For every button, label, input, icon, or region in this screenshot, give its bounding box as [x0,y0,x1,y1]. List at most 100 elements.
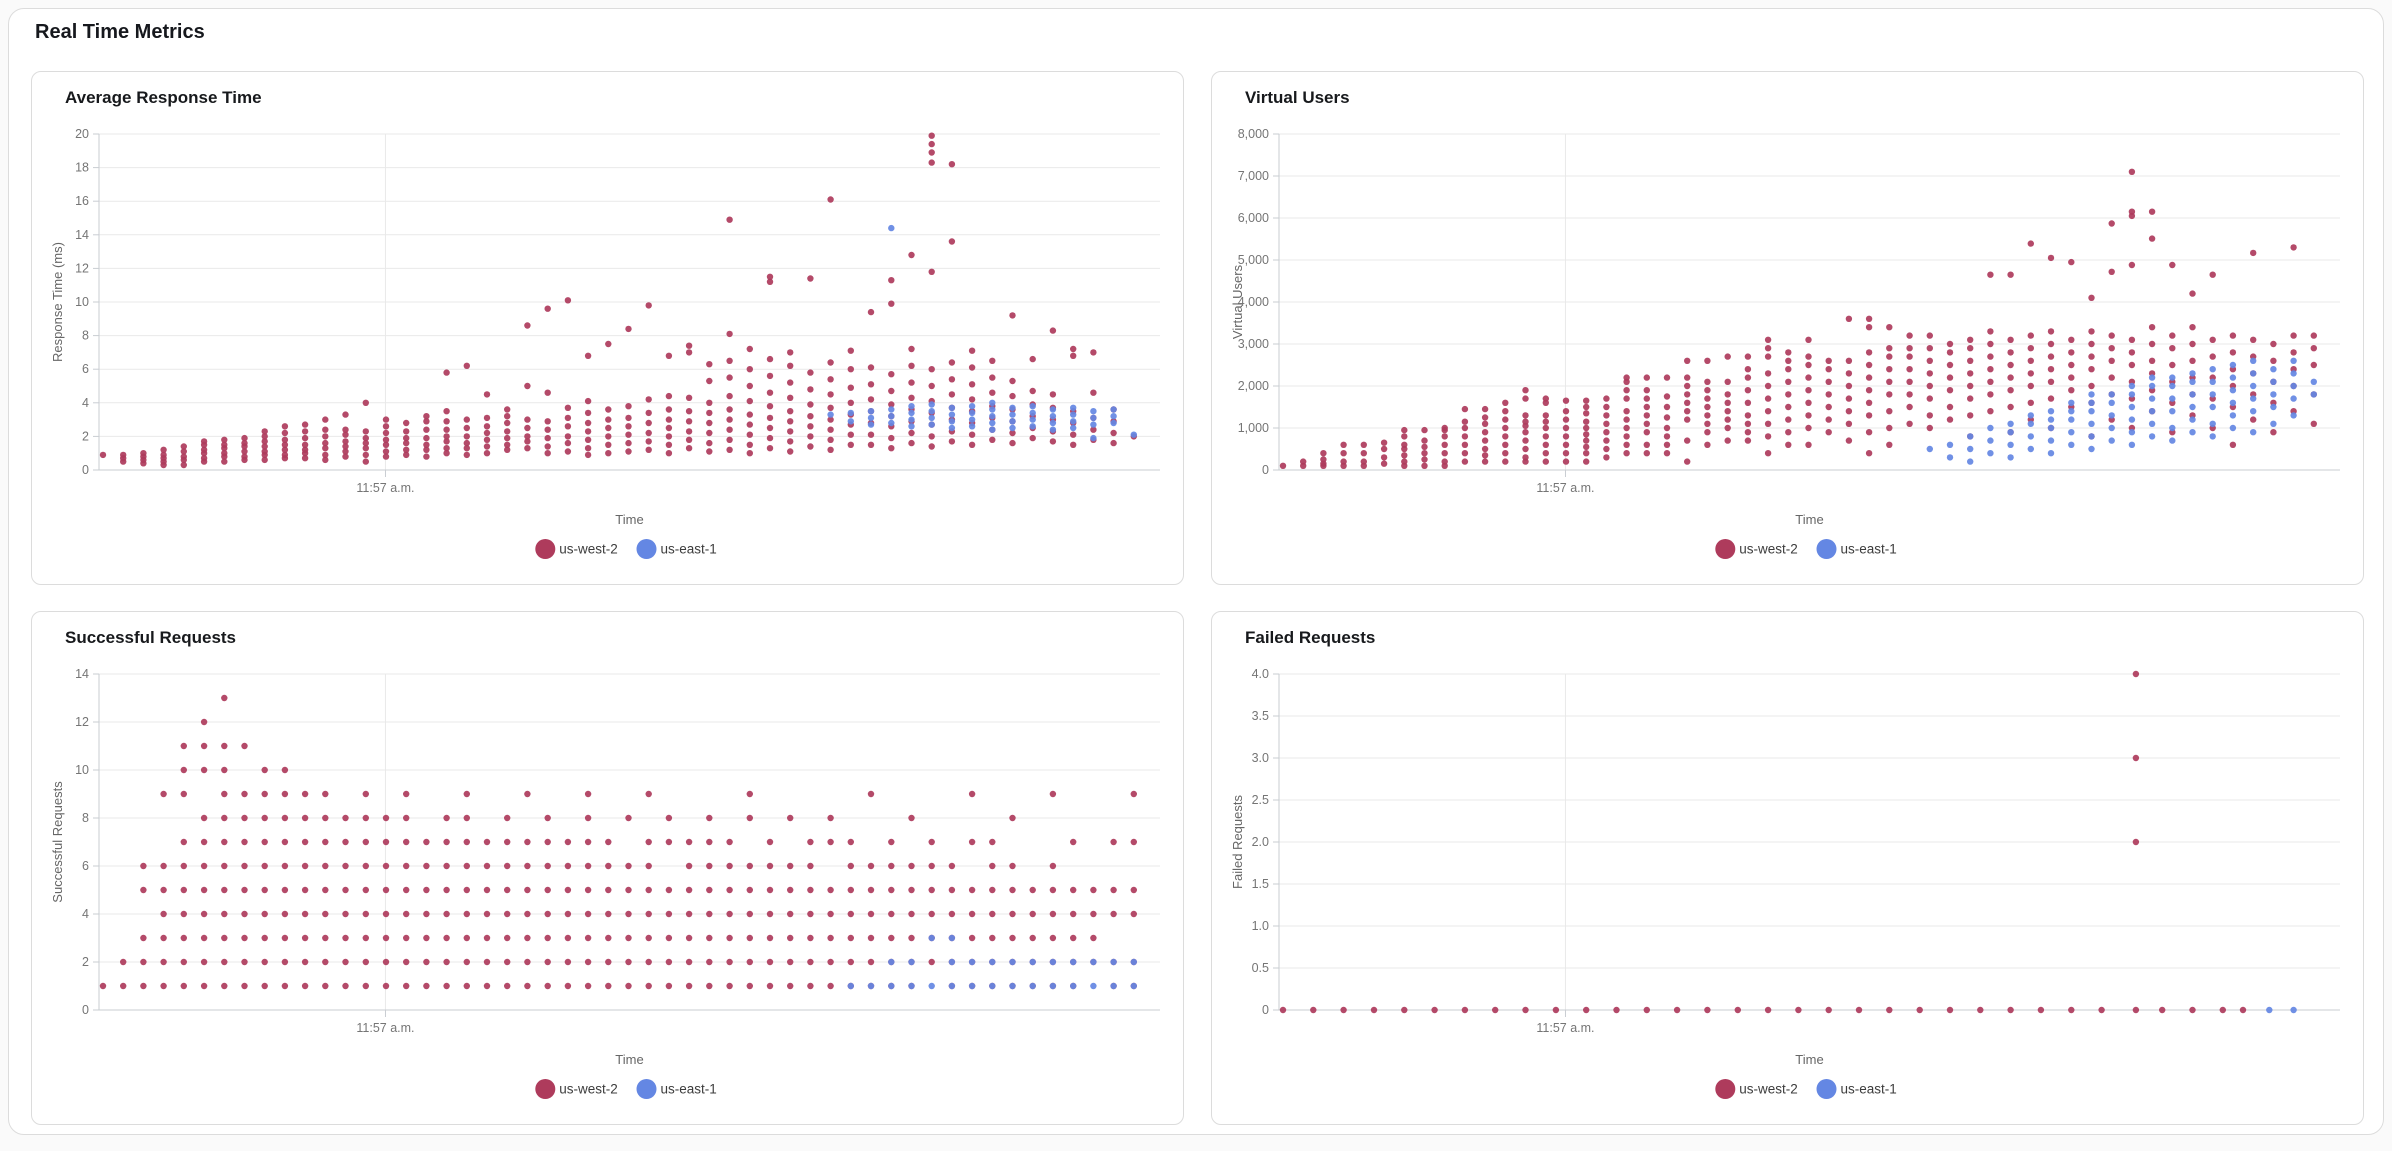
legend-item-us-east-1[interactable]: us-east-1 [1816,539,1897,559]
data-point [120,982,127,990]
data-point [706,814,713,822]
data-point [766,982,774,990]
data-point [281,958,289,966]
y-axis-tick-label: 0.5 [1252,961,1269,975]
legend-item-us-west-2[interactable]: us-west-2 [1715,1079,1798,1099]
data-point [180,766,187,774]
data-point [463,934,470,942]
data-point [160,790,167,798]
legend-item-us-east-1[interactable]: us-east-1 [636,1079,717,1099]
data-point [362,439,369,447]
data-point [968,441,976,448]
data-point [968,416,976,423]
data-point [1401,426,1408,434]
y-axis-tick-label: 12 [75,261,89,275]
data-point [908,416,915,423]
data-point [928,838,935,846]
data-point [908,403,915,410]
data-point [2310,361,2317,369]
data-point [706,958,713,966]
data-point [706,448,713,455]
data-point [362,886,369,894]
data-point [584,451,592,459]
data-point [483,886,491,894]
data-point [807,886,814,894]
data-point [382,436,390,443]
legend-label: us-east-1 [1841,542,1897,557]
data-point [625,910,632,918]
data-point [948,411,956,418]
data-point [1502,433,1509,440]
data-point [1623,441,1630,448]
data-point [544,910,551,918]
data-point [2270,357,2277,364]
legend-swatch-icon [636,1079,657,1099]
data-point [1130,790,1138,798]
data-point [665,958,673,966]
data-point [1865,374,1873,381]
legend-item-us-west-2[interactable]: us-west-2 [535,1079,618,1099]
legend-item-us-west-2[interactable]: us-west-2 [1715,539,1798,559]
x-axis-title: Time [615,1052,643,1067]
data-point [2068,374,2075,381]
data-point [888,838,895,846]
data-point [2007,403,2014,411]
data-point [746,982,753,990]
data-point [989,838,996,846]
data-point [2068,361,2075,369]
data-point [787,408,794,415]
data-point [989,426,996,433]
data-point [1977,1006,1984,1014]
data-point [200,934,208,942]
data-point [1110,958,1117,966]
data-point [1502,450,1509,457]
data-point [968,958,976,966]
data-point [787,910,794,918]
data-point [1401,1006,1408,1014]
data-point [706,982,713,990]
data-point [1987,271,1994,278]
data-point [1926,357,1933,364]
data-point [1009,429,1016,437]
legend-item-us-west-2[interactable]: us-west-2 [535,539,618,559]
data-point [847,366,854,373]
data-point [362,958,369,966]
data-point [2310,391,2317,398]
data-point [746,934,753,942]
data-point [685,342,693,349]
data-point [1502,416,1509,423]
data-point [625,448,632,455]
data-point [2047,395,2055,402]
data-point [625,325,632,333]
data-point [221,790,228,798]
y-axis-tick-label: 6 [82,362,89,376]
data-point [1724,378,1731,385]
data-point [443,910,450,918]
data-point [443,934,450,942]
data-point [584,910,592,918]
data-point [1522,395,1529,402]
data-point [1764,382,1772,390]
y-axis-tick-label: 2 [82,955,89,969]
data-point [1987,408,1994,415]
data-point [362,451,369,459]
data-point [827,910,834,918]
data-point [2148,324,2156,331]
data-point [2128,429,2136,436]
data-point [1502,424,1509,432]
data-point [241,434,248,442]
data-point [2088,294,2095,301]
data-point [2189,324,2196,331]
data-point [2088,433,2095,440]
data-point [423,982,430,990]
data-point [261,814,268,822]
data-point [787,814,794,822]
legend-item-us-east-1[interactable]: us-east-1 [1816,1079,1897,1099]
chart-title: Virtual Users [1245,88,1350,107]
data-point [2037,1006,2045,1014]
data-point [200,742,208,750]
data-point [1583,450,1590,457]
data-point [160,934,167,942]
legend-item-us-east-1[interactable]: us-east-1 [636,539,717,559]
data-point [322,416,329,423]
